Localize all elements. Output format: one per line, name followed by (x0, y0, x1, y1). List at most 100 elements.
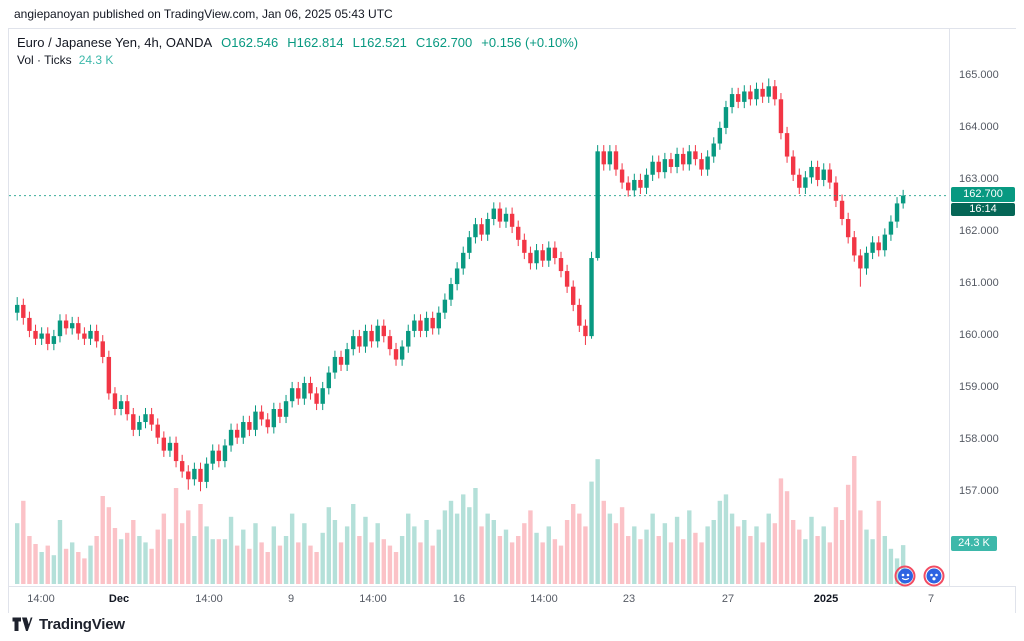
volume-bar (253, 523, 258, 584)
volume-bar (503, 529, 509, 584)
candle-body (815, 166, 820, 180)
candle-body (332, 356, 338, 373)
price-tick-label: 162.000 (959, 225, 999, 238)
volume-bar (406, 513, 411, 584)
volume-bar (357, 536, 362, 584)
volume-bar (131, 520, 136, 584)
price-tick-label: 161.000 (959, 277, 999, 290)
candle-body (662, 159, 668, 173)
volume-bar (497, 536, 503, 584)
volume-bar (82, 558, 87, 584)
candle-body (381, 325, 386, 337)
candle-body (186, 471, 191, 480)
candle-body (39, 333, 44, 339)
volume-bar (271, 526, 277, 584)
time-tick-label: 23 (622, 593, 636, 605)
reaction-emoji-icon-1[interactable] (894, 565, 916, 587)
volume-bar (106, 507, 112, 584)
volume-bar (485, 513, 490, 584)
tradingview-logo-icon[interactable] (12, 616, 33, 633)
time-tick-label: 9 (287, 593, 295, 605)
last-price-badge: 162.700 (951, 186, 1015, 202)
candle-body (632, 179, 637, 191)
volume-bar (852, 456, 857, 584)
candle-body (63, 320, 69, 329)
volume-bar (626, 536, 631, 584)
candle-body (784, 133, 790, 157)
candle-body (179, 461, 185, 472)
volume-bar (571, 504, 576, 584)
symbol-title[interactable]: Euro / Japanese Yen, 4h, OANDA (17, 35, 213, 50)
volume-series-label[interactable]: Vol · Ticks (17, 53, 72, 67)
candle-body (864, 252, 869, 269)
candle-body (571, 286, 576, 305)
volume-bar (143, 542, 148, 584)
chart-legend: Euro / Japanese Yen, 4h, OANDA O162.546 … (17, 35, 578, 67)
volume-bar (124, 532, 130, 584)
candle-body (778, 99, 784, 134)
volume-bar (424, 520, 429, 584)
price-change: +0.156 (+0.10%) (481, 35, 579, 50)
candle-body (497, 208, 503, 222)
volume-bar (516, 536, 521, 584)
candle-body (882, 234, 888, 251)
time-axis[interactable]: 14:00 Dec 14:00 9 14:00 16 14:00 23 27 2025 7 (9, 586, 1015, 613)
candle-body (198, 468, 203, 482)
candle-body (833, 182, 839, 201)
volume-bar (338, 542, 344, 584)
volume-bar (809, 516, 814, 584)
candle-body (76, 323, 81, 334)
reaction-emoji-icon-2[interactable] (923, 565, 945, 587)
volume-bar (674, 516, 680, 584)
footer-branding: TradingView (12, 616, 125, 633)
candle-body (613, 151, 619, 170)
volume-bar (326, 507, 332, 584)
volume-bar (577, 513, 582, 584)
candle-body (870, 242, 875, 253)
volume-bar (308, 545, 313, 584)
candlestick-chart[interactable] (9, 29, 949, 586)
ohlc-low: L162.521 (352, 35, 407, 50)
time-tick-label: 14:00 (195, 593, 223, 605)
candle-body (473, 224, 478, 238)
time-tick-label-major: 2025 (813, 593, 839, 605)
volume-bar (186, 510, 191, 584)
candle-body (21, 304, 26, 318)
volume-bar (833, 507, 839, 584)
candle-body (876, 242, 881, 251)
candle-body (326, 372, 332, 389)
candle-body (583, 325, 588, 337)
bar-countdown-badge: 16:14 (951, 202, 1015, 216)
volume-axis-badge: 24.3 K (951, 536, 997, 552)
volume-bar (155, 529, 160, 584)
volume-bar (888, 548, 894, 584)
candle-body (509, 213, 515, 227)
candle-body (204, 463, 209, 482)
candle-body (228, 429, 234, 446)
volume-bar (259, 542, 264, 584)
volume-bar (247, 548, 252, 584)
candle-body (754, 88, 759, 100)
volume-bar (815, 536, 820, 584)
candle-body (790, 156, 796, 175)
candle-body (546, 247, 551, 261)
volume-bar (717, 500, 723, 584)
volume-bar (137, 536, 142, 584)
candle-body (693, 151, 698, 160)
volume-bar (430, 545, 435, 584)
candle-body (106, 356, 112, 394)
candle-body (234, 429, 240, 438)
volume-bar (118, 539, 124, 584)
time-tick-label: 14:00 (359, 593, 387, 605)
candle-body (357, 336, 362, 347)
candle-body (748, 91, 753, 100)
volume-bar (467, 507, 472, 584)
tradingview-wordmark[interactable]: TradingView (39, 616, 125, 633)
price-tick-label: 163.000 (959, 172, 999, 185)
candle-body (143, 414, 148, 423)
candle-body (699, 159, 704, 170)
volume-bar (289, 513, 295, 584)
volume-bar (766, 513, 771, 584)
price-axis[interactable]: 162.700 16:14 24.3 K 165.000 164.000 163.0… (949, 29, 1018, 586)
volume-bar (735, 526, 741, 584)
